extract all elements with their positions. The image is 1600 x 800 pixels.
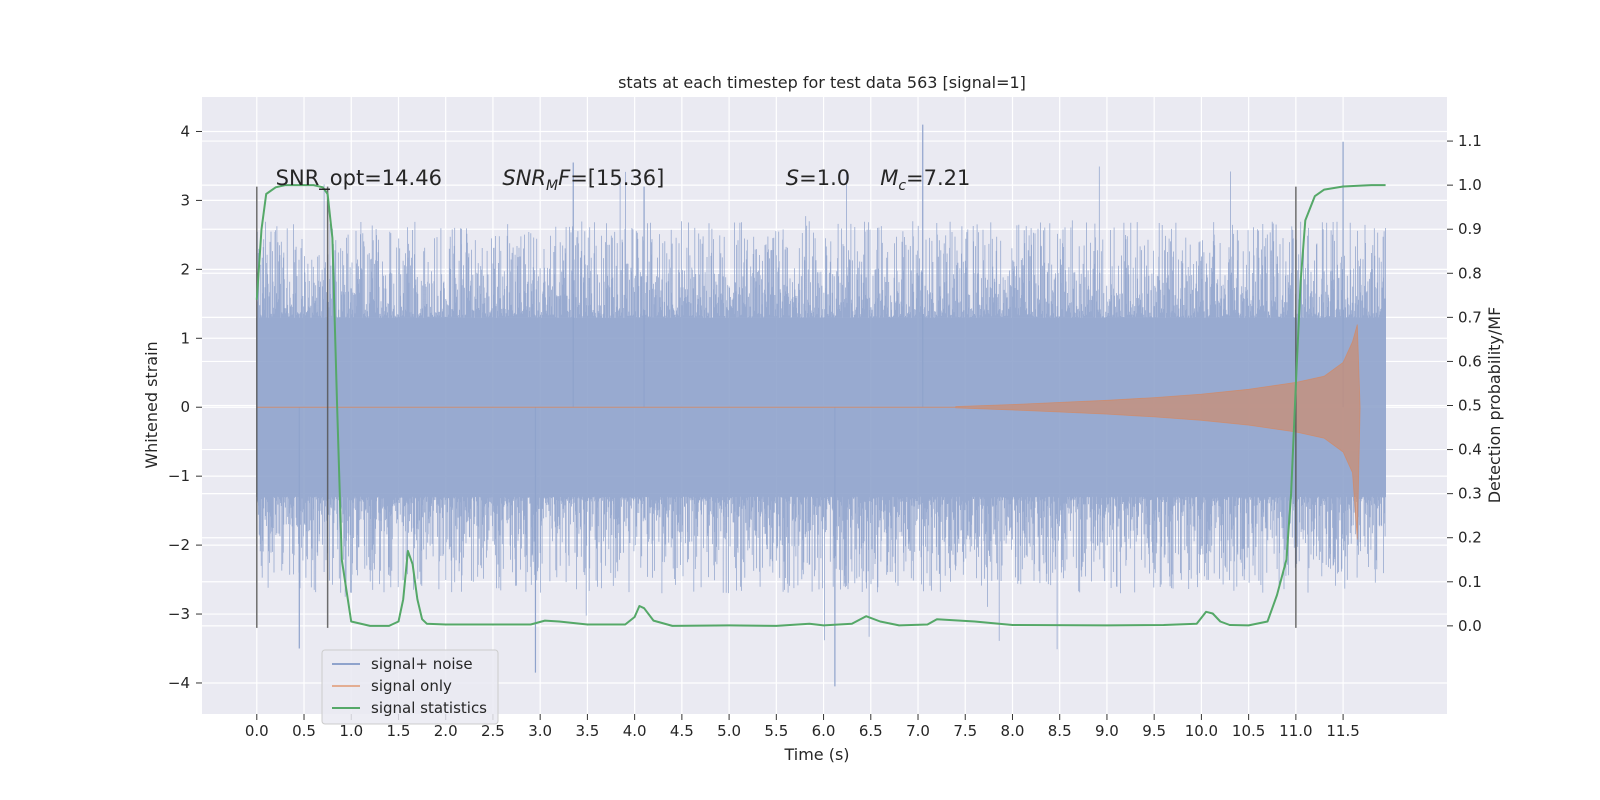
y-right-tick-label: 0.5	[1458, 397, 1482, 415]
legend-box	[321, 649, 499, 725]
y-left-axis-label: Whitened strain	[142, 341, 161, 468]
legend-label-stat: signal statistics	[371, 699, 487, 717]
x-tick-label: 11.5	[1326, 722, 1359, 740]
signal-statistics-series-group	[255, 184, 1386, 627]
x-tick-label: 8.0	[1001, 722, 1025, 740]
x-axis-label: Time (s)	[783, 745, 849, 764]
y-right-tick-label: 0.8	[1458, 264, 1482, 282]
x-tick-label: 6.5	[859, 722, 883, 740]
annotation-snr-mf: SNRMF=[15.36]	[502, 166, 664, 194]
chart-title: stats at each timestep for test data 563…	[618, 73, 1026, 92]
x-tick-label: 7.0	[906, 722, 930, 740]
x-tick-label: 6.0	[812, 722, 836, 740]
y-right-tick-label: 0.4	[1458, 441, 1482, 459]
y-right-tick-label: 0.6	[1458, 352, 1482, 370]
y-left-tick-label: −2	[168, 536, 190, 554]
annotation-snr-opt: SNR_opt=14.46	[276, 166, 442, 191]
x-tick-label: 0.0	[245, 722, 269, 740]
x-tick-label: 9.5	[1142, 722, 1166, 740]
y-left-tick-label: 2	[180, 260, 190, 278]
y-left-tick-label: 4	[180, 122, 190, 140]
y-right-tick-label: 0.2	[1458, 529, 1482, 547]
x-tick-label: 4.0	[623, 722, 647, 740]
annotations: SNR_opt=14.46 SNRMF=[15.36] S=1.0 Mc=7.21	[276, 166, 971, 194]
legend-label-signal: signal only	[371, 677, 452, 695]
x-tick-label: 2.0	[434, 722, 458, 740]
y-right-axis-ticks: 1.1 1.0 0.9 0.8 0.7 0.6 0.5 0.4 0.3 0.2 0.1 0.0	[1447, 132, 1482, 635]
y-right-tick-label: 0.0	[1458, 617, 1482, 635]
x-tick-label: 5.5	[764, 722, 788, 740]
x-tick-label: 1.0	[339, 722, 363, 740]
annotation-s: S=1.0	[786, 166, 850, 190]
x-tick-label: 3.5	[575, 722, 599, 740]
x-tick-label: 10.5	[1232, 722, 1265, 740]
legend: signal+ noise signal only signal statist…	[321, 649, 499, 725]
x-tick-label: 7.5	[953, 722, 977, 740]
x-tick-label: 8.5	[1048, 722, 1072, 740]
x-axis-ticks: 0.0 0.5 1.0 1.5 2.0 2.5 3.0 3.5 4.0 4.5 5.0 5.5 6.0 6…	[245, 714, 1360, 740]
y-left-tick-label: −3	[168, 605, 190, 623]
legend-label-noise: signal+ noise	[371, 655, 473, 673]
y-right-tick-label: 0.3	[1458, 485, 1482, 503]
y-left-tick-label: 1	[180, 329, 190, 347]
x-tick-label: 9.0	[1095, 722, 1119, 740]
y-right-tick-label: 0.7	[1458, 308, 1482, 326]
y-right-tick-label: 1.1	[1458, 132, 1482, 150]
x-tick-label: 4.5	[670, 722, 694, 740]
y-left-tick-label: −4	[168, 674, 190, 692]
signal-statistics-series	[255, 184, 1386, 627]
signal-only-series-group	[256, 324, 1361, 540]
x-tick-label: 2.5	[481, 722, 505, 740]
y-right-tick-label: 1.0	[1458, 176, 1482, 194]
signal-only-series	[955, 324, 1361, 540]
y-left-tick-label: 3	[180, 191, 190, 209]
y-right-axis-label: Detection probability/MF	[1485, 307, 1504, 504]
y-left-tick-label: 0	[180, 398, 190, 416]
x-tick-label: 1.5	[387, 722, 411, 740]
x-tick-label: 0.5	[292, 722, 316, 740]
x-tick-label: 5.0	[717, 722, 741, 740]
y-right-tick-label: 0.9	[1458, 220, 1482, 238]
x-tick-label: 3.0	[528, 722, 552, 740]
y-left-tick-label: −1	[168, 467, 190, 485]
x-tick-label: 11.0	[1279, 722, 1312, 740]
x-tick-label: 10.0	[1185, 722, 1218, 740]
y-right-tick-label: 0.1	[1458, 573, 1482, 591]
annotation-mc: Mc=7.21	[880, 166, 970, 194]
y-left-axis-ticks: 4 3 2 1 0 −1 −2 −3 −4	[168, 122, 202, 692]
